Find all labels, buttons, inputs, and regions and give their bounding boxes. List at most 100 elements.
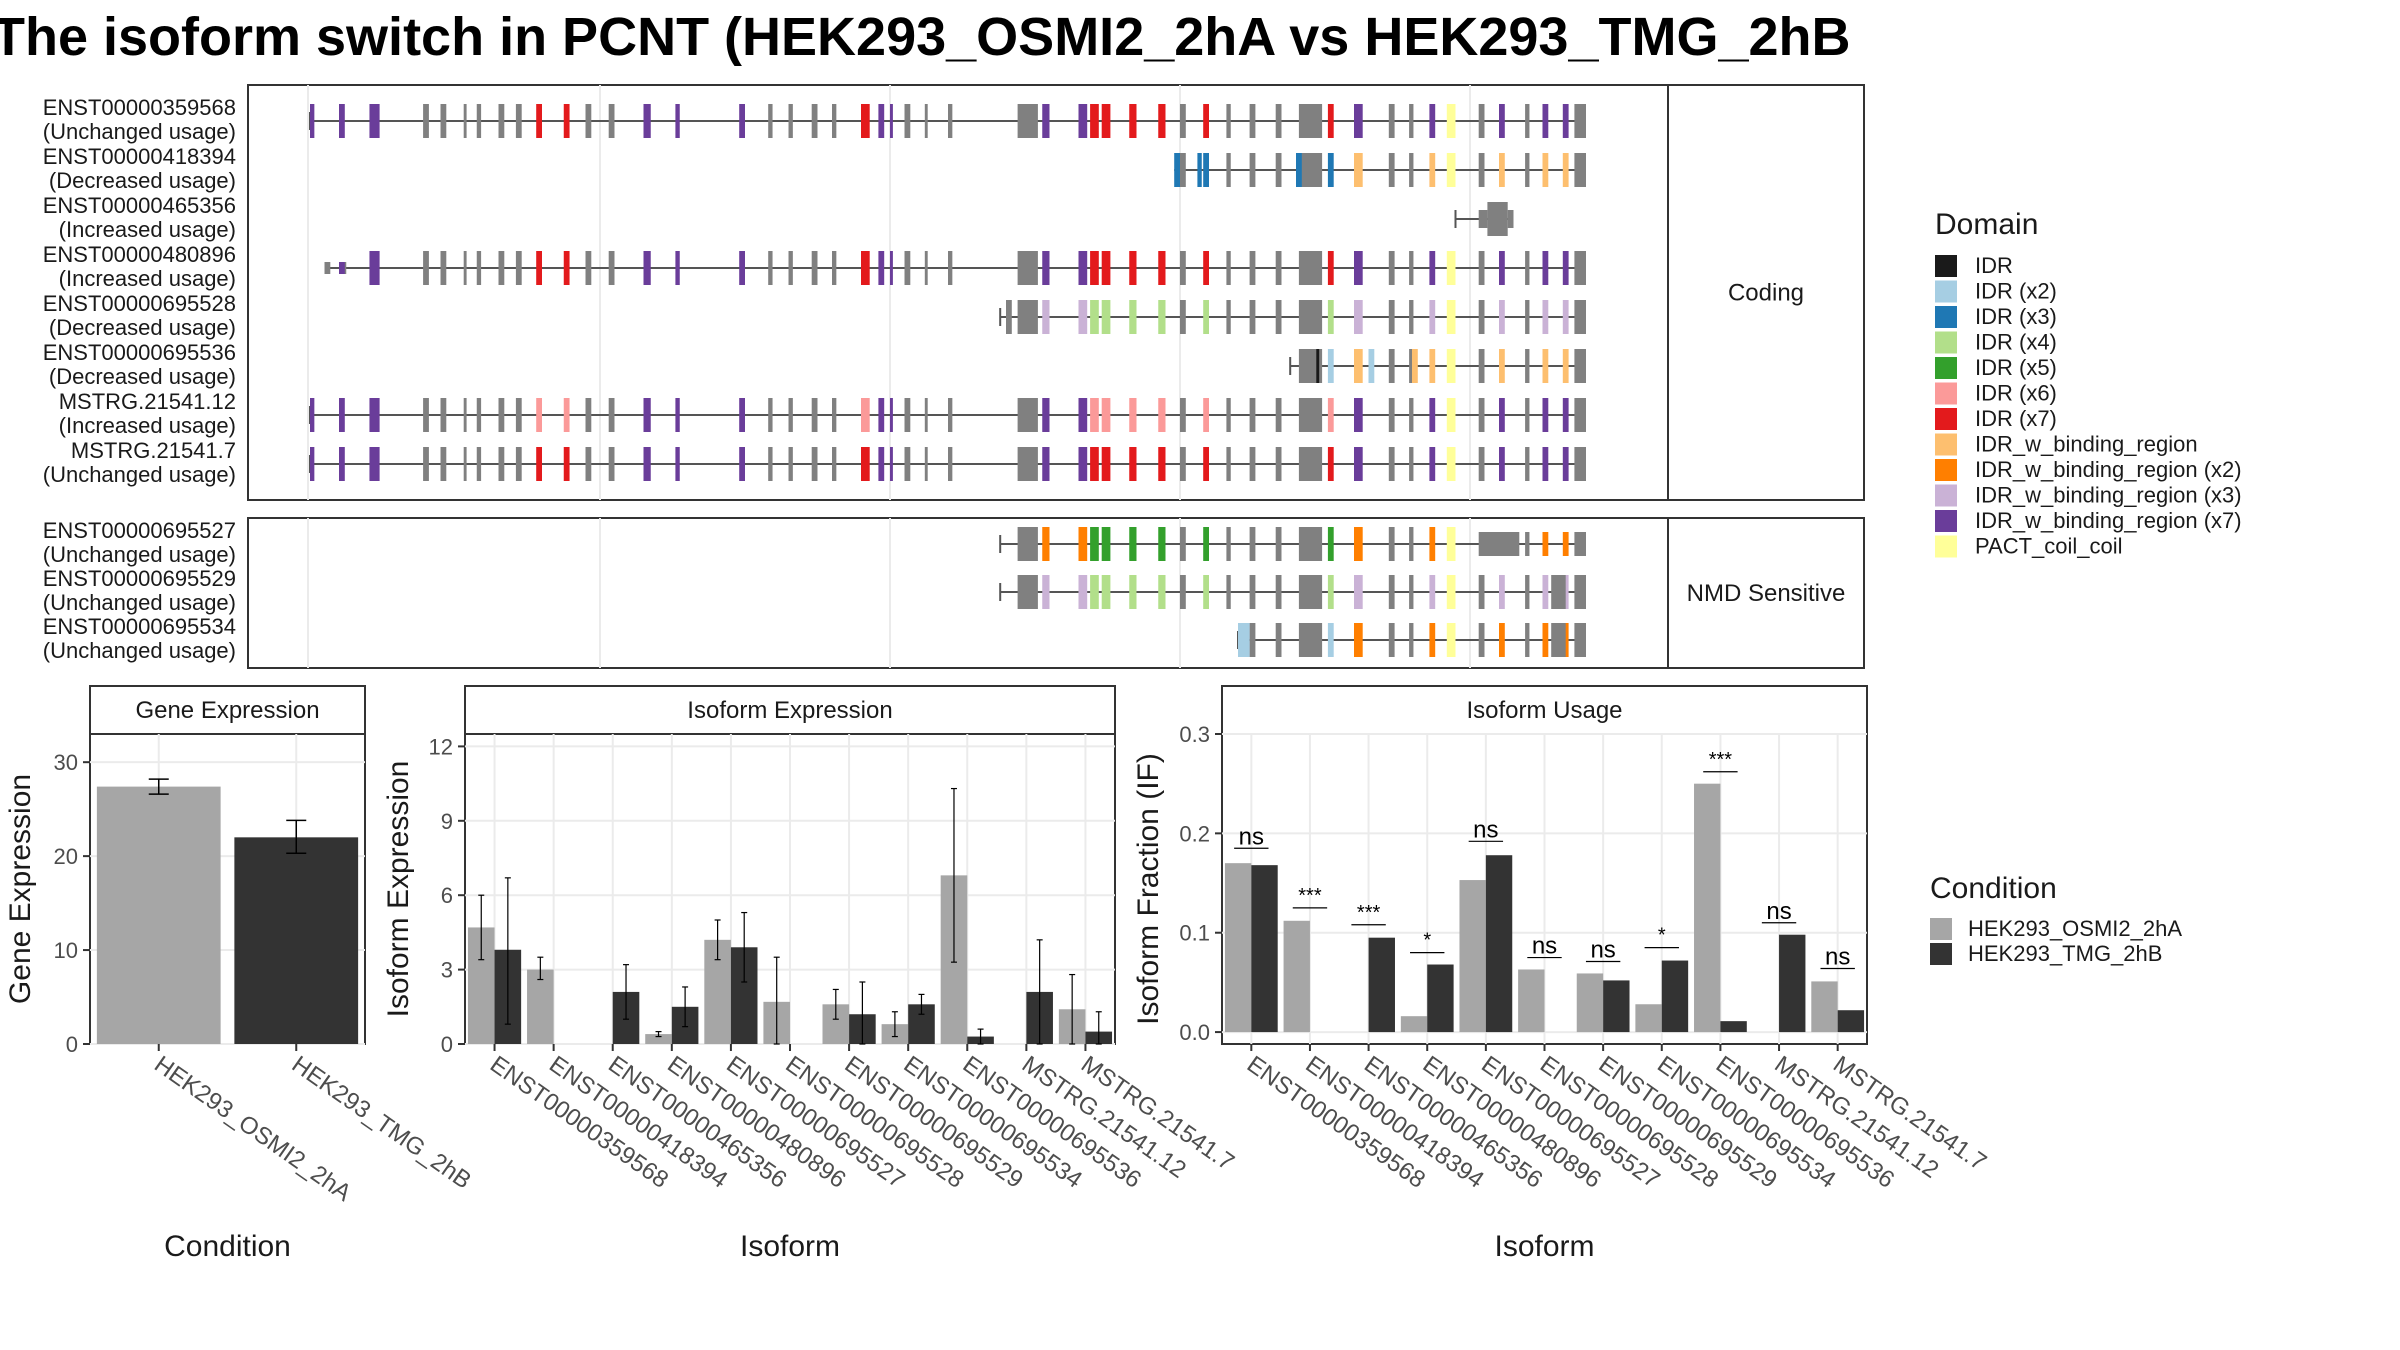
exon-block	[1042, 575, 1050, 609]
exon-block	[1429, 300, 1436, 334]
exon-block	[1562, 447, 1569, 481]
isoform-usage-label: (Unchanged usage)	[43, 590, 236, 615]
exon-block	[1499, 447, 1505, 481]
isoform-usage-label: (Unchanged usage)	[43, 542, 236, 567]
isoform-id-label: ENST00000465356	[43, 193, 236, 218]
exon-block	[1129, 527, 1137, 561]
exon-block	[1226, 300, 1231, 334]
exon-block	[369, 251, 380, 285]
exon-block	[1446, 104, 1456, 138]
exon-block	[1542, 623, 1549, 657]
legend-label: IDR_w_binding_region (x2)	[1975, 457, 2242, 482]
exon-block	[310, 104, 315, 138]
exon-block	[1388, 300, 1395, 334]
exon-block	[1487, 202, 1508, 236]
exon-block	[1368, 349, 1375, 383]
exon-block	[1478, 104, 1485, 138]
exon-block	[1525, 447, 1530, 481]
exon-block	[1525, 349, 1530, 383]
legend-label: HEK293_OSMI2_2hA	[1968, 916, 2182, 941]
exon-block	[1298, 153, 1323, 187]
legend-swatch	[1935, 484, 1957, 507]
exon-block	[423, 398, 429, 432]
exon-block	[1562, 153, 1569, 187]
exon-block	[832, 398, 837, 432]
isoform-id-label: MSTRG.21541.7	[71, 438, 236, 463]
exon-block	[476, 251, 482, 285]
exon-block	[1478, 210, 1488, 228]
significance-label: *	[1423, 930, 1431, 952]
exon-block	[1542, 104, 1549, 138]
y-tick-label: 12	[429, 734, 453, 759]
exon-block	[1574, 623, 1586, 657]
bar	[1694, 783, 1721, 1033]
legend-swatch	[1935, 535, 1957, 558]
y-tick-label: 3	[441, 958, 453, 983]
exon-block	[1499, 300, 1505, 334]
legend-label: IDR (x3)	[1975, 304, 2057, 329]
exon-block	[1203, 153, 1209, 187]
exon-block	[1129, 300, 1137, 334]
legend-label: IDR (x5)	[1975, 355, 2057, 380]
exon-block	[1017, 300, 1038, 334]
exon-block	[675, 447, 680, 481]
exon-block	[476, 104, 482, 138]
exon-block	[1238, 623, 1250, 657]
y-tick-label: 0	[441, 1032, 453, 1057]
exon-block	[1525, 575, 1530, 609]
exon-block	[924, 251, 928, 285]
bar	[1811, 981, 1838, 1033]
exon-block	[1327, 300, 1334, 334]
exon-block	[1542, 532, 1549, 556]
y-tick-label: 0	[66, 1032, 78, 1057]
exon-block	[1078, 527, 1088, 561]
exon-block	[423, 251, 429, 285]
legend-swatch	[1935, 255, 1957, 277]
exon-block	[563, 398, 570, 432]
exon-block	[890, 398, 893, 432]
exon-block	[1042, 251, 1050, 285]
chart-title: Isoform Expression	[687, 697, 892, 724]
exon-block	[1574, 251, 1586, 285]
exon-block	[1388, 447, 1395, 481]
exon-block	[1042, 104, 1050, 138]
exon-block	[1429, 398, 1436, 432]
isoform-id-label: ENST00000480896	[43, 242, 236, 267]
exon-block	[1525, 251, 1530, 285]
exon-block	[878, 398, 885, 432]
exon-block	[1354, 300, 1363, 334]
exon-block	[1354, 251, 1363, 285]
exon-block	[1226, 251, 1231, 285]
exon-block	[1409, 153, 1414, 187]
exon-block	[1446, 527, 1456, 561]
legend-label: IDR (x7)	[1975, 406, 2057, 431]
exon-block	[1551, 623, 1566, 657]
exon-block	[1275, 153, 1282, 187]
exon-block	[463, 104, 467, 138]
exon-block	[463, 398, 467, 432]
exon-block	[1542, 447, 1549, 481]
exon-block	[1481, 532, 1520, 556]
facet-label: Coding	[1728, 280, 1804, 307]
bar	[1368, 937, 1395, 1033]
exon-block	[1499, 623, 1505, 657]
exon-block	[1158, 575, 1166, 609]
legend-label: IDR_w_binding_region (x7)	[1975, 508, 2242, 533]
exon-block	[1574, 300, 1586, 334]
exon-block	[1275, 251, 1282, 285]
exon-block	[1090, 300, 1099, 334]
exon-block	[1275, 398, 1282, 432]
exon-block	[768, 447, 773, 481]
exon-block	[1042, 300, 1050, 334]
exon-block	[498, 447, 505, 481]
isoform-id-label: ENST00000695527	[43, 518, 236, 543]
exon-block	[811, 398, 818, 432]
exon-block	[1180, 300, 1186, 334]
exon-block	[1129, 398, 1137, 432]
bar	[1251, 865, 1278, 1033]
exon-block	[1078, 300, 1088, 334]
significance-label: ns	[1766, 898, 1791, 925]
exon-block	[1562, 532, 1569, 556]
exon-block	[1042, 398, 1050, 432]
